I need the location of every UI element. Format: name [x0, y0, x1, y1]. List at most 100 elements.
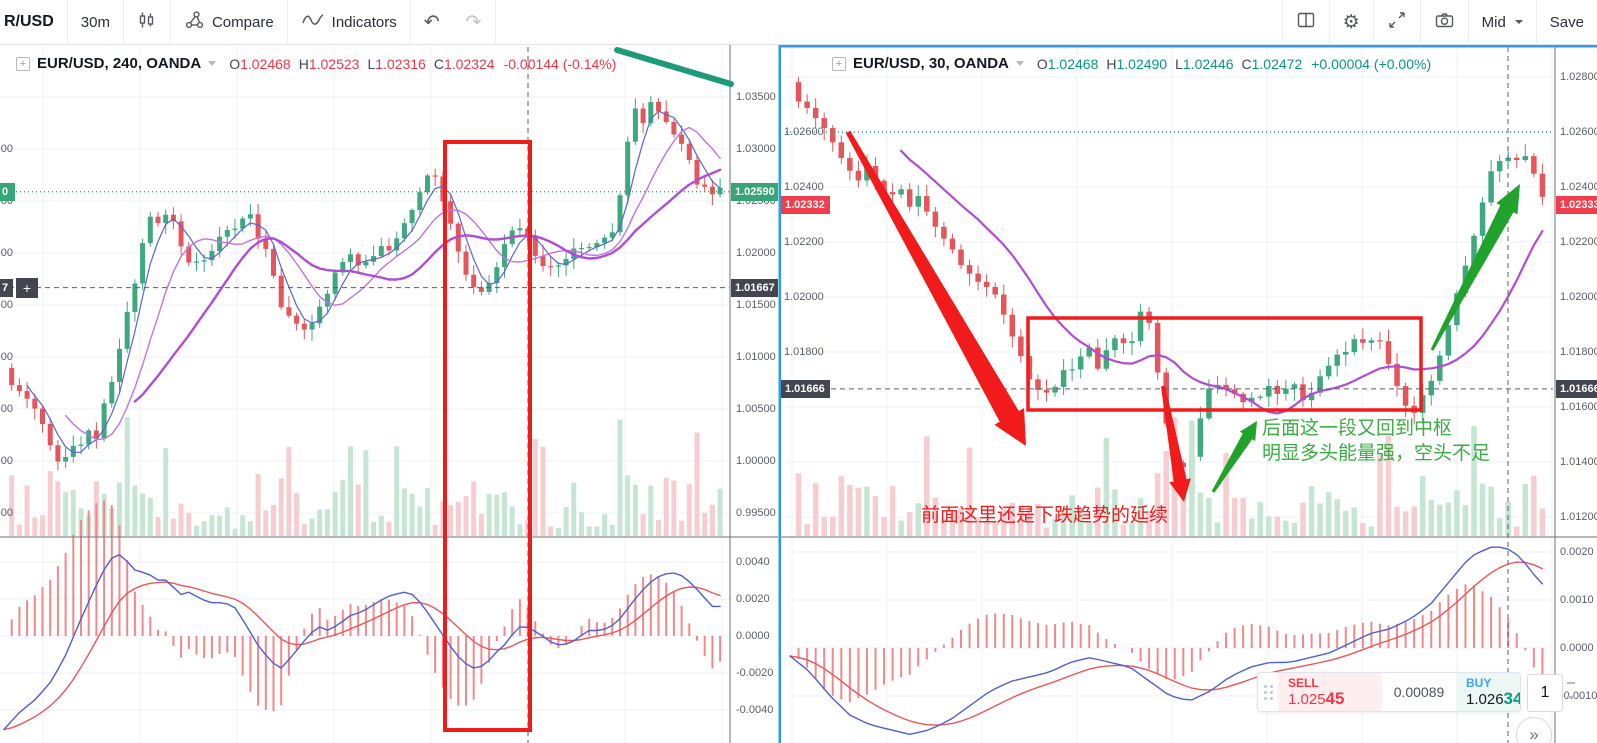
- redo-icon: ↷: [465, 11, 482, 33]
- undo-icon: ↶: [423, 11, 440, 33]
- qty-spinner-up[interactable]: [1567, 682, 1575, 684]
- top-toolbar: R/USD 30m Compare: [0, 0, 1597, 45]
- mid-dropdown[interactable]: Mid: [1467, 0, 1536, 45]
- annotation-arrow[interactable]: [1430, 184, 1520, 351]
- expand-plus-icon[interactable]: +: [16, 56, 30, 71]
- left-change-value: -0.00144 (-0.14%): [503, 55, 617, 72]
- right-chart-left-price-badge: 1.02332: [781, 196, 830, 215]
- right-ohlc-values: O1.02468 H1.02490 L1.02446 C1.02472: [1037, 56, 1302, 72]
- red-rectangle-drawing[interactable]: [1026, 316, 1423, 412]
- ohlc-pair: O1.02468: [1037, 56, 1099, 72]
- redo-button[interactable]: ↷: [453, 0, 496, 45]
- annotation-red-text[interactable]: 前面这里还是下跌趋势的延续: [921, 505, 1169, 526]
- ohlc-pair: H1.02523: [299, 56, 360, 72]
- ohlc-key: H: [1106, 55, 1117, 72]
- annotation-arrow[interactable]: [1161, 385, 1191, 502]
- sell-price: 1.025: [1288, 690, 1326, 708]
- annotation-arrow[interactable]: [1211, 421, 1257, 493]
- buy-label: BUY: [1466, 675, 1492, 690]
- drag-dots-icon: [1263, 684, 1273, 700]
- right-crosshair-price-badge: 1.01666: [1556, 379, 1597, 398]
- ohlc-value: 1.02523: [308, 55, 360, 72]
- ohlc-value: 1.02472: [1251, 55, 1303, 72]
- indicators-label: Indicators: [331, 13, 397, 31]
- annotation-arrow[interactable]: [845, 130, 1026, 447]
- settings-button[interactable]: ⚙: [1328, 0, 1373, 45]
- ohlc-key: O: [1036, 55, 1048, 72]
- left-chart-title[interactable]: EUR/USD, 240, OANDA: [37, 55, 202, 72]
- sell-label: SELL: [1288, 675, 1319, 690]
- ohlc-pair: H1.02490: [1106, 56, 1167, 72]
- compare-button[interactable]: Compare: [171, 0, 288, 45]
- ohlc-key: L: [1175, 55, 1183, 72]
- ohlc-value: 1.02468: [1047, 55, 1099, 72]
- compare-label: Compare: [211, 13, 274, 31]
- ohlc-pair: L1.02446: [1175, 56, 1233, 72]
- left-edge-green-badge-fragment: 0: [0, 182, 15, 201]
- chart-type-button[interactable]: [124, 0, 171, 45]
- indicators-icon: [301, 11, 325, 33]
- candlestick-icon: [137, 10, 157, 34]
- expand-plus-icon[interactable]: +: [832, 56, 846, 71]
- layout-button[interactable]: [1281, 0, 1329, 45]
- right-chart-title[interactable]: EUR/USD, 30, OANDA: [853, 55, 1009, 72]
- fullscreen-icon: [1387, 10, 1407, 34]
- save-label: Save: [1549, 13, 1584, 31]
- chevron-down-icon[interactable]: [1015, 61, 1024, 66]
- right-chart-header: + EUR/USD, 30, OANDA O1.02468 H1.02490 L1.…: [832, 55, 1431, 72]
- annotation-green-line1: 后面这一段又回到中枢: [1262, 418, 1453, 439]
- right-change-value: +0.00004 (+0.00%): [1311, 55, 1432, 72]
- indicators-button[interactable]: Indicators: [288, 0, 411, 45]
- gear-icon: ⚙: [1342, 11, 1360, 33]
- annotation-green-line2: 明显多头能量强，空头不足: [1262, 443, 1491, 464]
- ohlc-key: O: [229, 55, 241, 72]
- screenshot-button[interactable]: [1419, 0, 1468, 45]
- left-last-price-badge: 1.02590: [731, 182, 778, 201]
- toolbar-right-group: ⚙ Mid: [1281, 0, 1597, 45]
- compare-icon: [184, 10, 205, 34]
- ohlc-value: 1.02490: [1116, 55, 1168, 72]
- ohlc-value: 1.02468: [240, 55, 291, 72]
- undo-button[interactable]: ↶: [411, 0, 453, 45]
- teal-trendline-drawing[interactable]: [614, 47, 734, 87]
- ohlc-pair: C1.02472: [1242, 56, 1303, 72]
- camera-icon: [1434, 10, 1455, 34]
- chevron-down-icon[interactable]: [208, 61, 217, 66]
- qty-spinner-down[interactable]: [1567, 696, 1575, 698]
- ohlc-value: 1.02316: [375, 55, 426, 72]
- interval-selector[interactable]: 30m: [68, 0, 124, 45]
- expand-panel-button[interactable]: »: [1516, 717, 1552, 743]
- ohlc-key: L: [367, 55, 376, 72]
- trade-panel: SELL 1.02545 0.00089 BUY 1.02634: [1257, 672, 1521, 712]
- ohlc-pair: O1.02468: [229, 56, 291, 72]
- ohlc-key: C: [433, 55, 444, 72]
- add-alert-plus-button[interactable]: +: [16, 277, 38, 298]
- red-rectangle-drawing[interactable]: [443, 140, 532, 732]
- multichart-layout-icon: [1296, 10, 1316, 34]
- save-button[interactable]: Save: [1535, 0, 1597, 45]
- buy-price: 1.026: [1466, 690, 1504, 708]
- left-chart-header: + EUR/USD, 240, OANDA O1.02468 H1.02523 L1…: [16, 55, 616, 72]
- ohlc-value: 1.02446: [1182, 55, 1234, 72]
- ohlc-pair: L1.02316: [367, 56, 425, 72]
- drag-handle[interactable]: [1258, 673, 1278, 711]
- buy-button[interactable]: BUY 1.02634: [1456, 673, 1520, 711]
- quantity-input[interactable]: 1: [1527, 674, 1563, 712]
- left-edge-dark-badge-fragment: 7: [0, 278, 13, 297]
- right-chart-left-crosshair-badge: 1.01666: [781, 379, 830, 398]
- buy-price-pips: 34: [1503, 688, 1521, 708]
- sell-price-pips: 45: [1325, 688, 1345, 708]
- sell-button[interactable]: SELL 1.02545: [1278, 673, 1382, 711]
- chevron-down-icon: [1514, 20, 1523, 24]
- spread-value: 0.00089: [1393, 684, 1445, 700]
- fullscreen-button[interactable]: [1372, 0, 1420, 45]
- left-ohlc-values: O1.02468 H1.02523 L1.02316 C1.02324: [229, 56, 494, 72]
- ohlc-pair: C1.02324: [434, 56, 495, 72]
- annotation-green-text[interactable]: 后面这一段又回到中枢 明显多头能量强，空头不足: [1262, 416, 1490, 466]
- mid-label: Mid: [1481, 13, 1506, 31]
- ohlc-value: 1.02324: [443, 55, 495, 72]
- left-crosshair-price-badge: 1.01667: [731, 278, 778, 297]
- symbol-button[interactable]: R/USD: [0, 0, 68, 45]
